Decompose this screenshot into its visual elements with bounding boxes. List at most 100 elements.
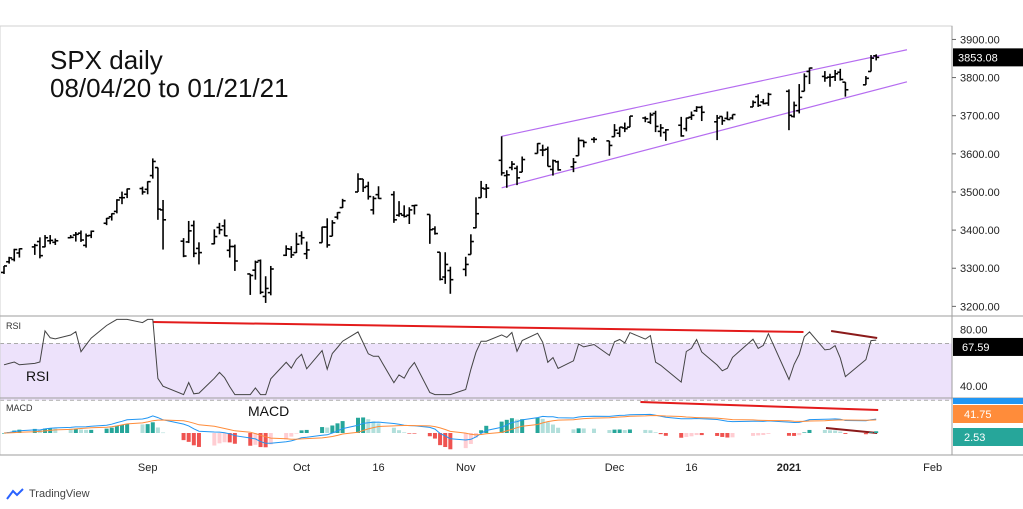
ohlc-bar <box>375 186 382 200</box>
ohlc-bar <box>862 76 869 86</box>
divergence-lines <box>152 321 879 434</box>
ohlc-bar <box>462 256 469 277</box>
macd-histogram-bar <box>843 433 848 434</box>
macd-histogram-bar <box>484 425 489 433</box>
rsi-value-label: 67.59 <box>962 342 990 354</box>
ohlc-bar <box>503 170 510 188</box>
macd-histogram-bar <box>196 433 201 447</box>
ohlc-bar <box>791 101 798 118</box>
axis-labels: 3900.00 3800.00 3700.00 3600.00 3500.00 3400.… <box>6 34 1023 474</box>
ohlc-bar <box>473 197 479 229</box>
macd-histogram-bar <box>397 430 402 433</box>
macd-histogram-bar <box>761 433 766 436</box>
ohlc-bar <box>231 244 238 271</box>
rsi-panel <box>0 318 952 401</box>
macd-histogram-bar <box>268 433 273 445</box>
macd-histogram-bar <box>304 429 309 433</box>
macd-histogram-bar <box>412 433 417 434</box>
macd-histogram-bar <box>792 433 797 436</box>
ohlc-bar <box>283 245 290 257</box>
ohlc-bar <box>431 226 438 235</box>
ohlc-bar <box>211 229 218 245</box>
ohlc-bar <box>837 68 844 81</box>
macd-histogram-bar <box>658 433 663 435</box>
macd-histogram-bar <box>155 427 160 433</box>
ohlc-bar <box>626 115 633 128</box>
ohlc-bar <box>873 54 880 61</box>
macd-histogram-bar <box>515 419 520 433</box>
macd-histogram-bar <box>438 433 443 446</box>
ohlc-bar <box>77 230 84 242</box>
time-tick-label: Dec <box>605 462 625 474</box>
ohlc-bar <box>319 226 326 244</box>
macd-histogram-bar <box>443 433 448 448</box>
macd-histogram-bar <box>822 429 827 433</box>
macd-histogram-bar <box>725 433 730 438</box>
ohlc-bar <box>606 140 613 156</box>
macd-histogram-bar <box>120 424 124 433</box>
macd-histogram-bar <box>114 425 119 433</box>
ohlc-bar <box>226 239 233 258</box>
ohlc-bar <box>555 160 562 171</box>
macd-histogram-bar <box>715 433 720 436</box>
macd-histogram-bar <box>140 424 145 433</box>
ohlc-bar <box>693 106 700 112</box>
macd-histogram-bar <box>427 433 432 437</box>
ohlc-bar <box>42 235 49 248</box>
macd-histogram-bar <box>232 433 237 444</box>
macd-histogram-bar <box>227 433 232 443</box>
histogram-value-badge <box>953 428 1023 446</box>
macd-histogram-bar <box>571 429 576 433</box>
ohlc-bar <box>719 115 726 125</box>
macd-histogram-bar <box>258 433 263 448</box>
ohlc-bar <box>760 98 767 105</box>
macd-histogram-bar <box>663 433 668 436</box>
macd-histogram-bar <box>84 429 89 433</box>
macd-histogram-bar <box>161 432 166 434</box>
macd-histogram-bar <box>468 433 473 444</box>
ohlc-bar <box>390 191 397 223</box>
macd-histogram-bar <box>263 433 268 448</box>
macd-histogram-bar <box>679 433 684 438</box>
ohlc-bar <box>467 234 474 256</box>
ohlc-bar <box>329 220 336 238</box>
macd-histogram-bar <box>330 425 335 433</box>
ohlc-bar <box>31 243 38 255</box>
macd-histogram-bar <box>78 429 83 433</box>
ohlc-bar <box>119 191 125 205</box>
last-price-label: 3853.08 <box>958 52 998 64</box>
ohlc-bar <box>755 94 762 107</box>
macd-histogram-bar <box>109 427 114 433</box>
time-tick-label: Feb <box>923 462 942 474</box>
ohlc-bar <box>842 81 849 97</box>
macd-histogram-bar <box>181 433 186 441</box>
macd-histogram-bar <box>299 430 304 433</box>
ohlc-bar <box>580 139 587 148</box>
macd-histogram-bar <box>756 433 761 436</box>
ohlc-bar <box>247 273 254 295</box>
macd-histogram-bar <box>17 429 22 433</box>
time-tick-label: Nov <box>456 462 476 474</box>
channel-upper-line <box>501 49 908 137</box>
macd-histogram-bar <box>407 433 412 434</box>
macd-histogram-bar <box>2 433 6 434</box>
ohlc-bar <box>190 220 197 258</box>
macd-histogram-bar <box>699 433 704 436</box>
ohlc-bar <box>180 238 187 258</box>
macd-histogram-bar <box>786 433 791 436</box>
macd-histogram-bar <box>53 428 58 433</box>
price-bars <box>1 54 880 303</box>
ohlc-bar <box>144 180 151 195</box>
macd-histogram-bar <box>335 423 340 433</box>
macd-histogram-bar <box>284 433 289 440</box>
ohlc-bar <box>267 265 274 296</box>
ohlc-bar <box>108 212 115 221</box>
macd-histogram-bar <box>607 430 612 433</box>
ohlc-bar <box>36 237 43 259</box>
macd-panel-tag: MACD <box>6 403 33 413</box>
macd-histogram-bar <box>504 419 509 433</box>
rsi-tick-label: 80.00 <box>960 324 988 336</box>
ohlc-bar <box>765 92 772 106</box>
ohlc-bar <box>498 136 505 176</box>
